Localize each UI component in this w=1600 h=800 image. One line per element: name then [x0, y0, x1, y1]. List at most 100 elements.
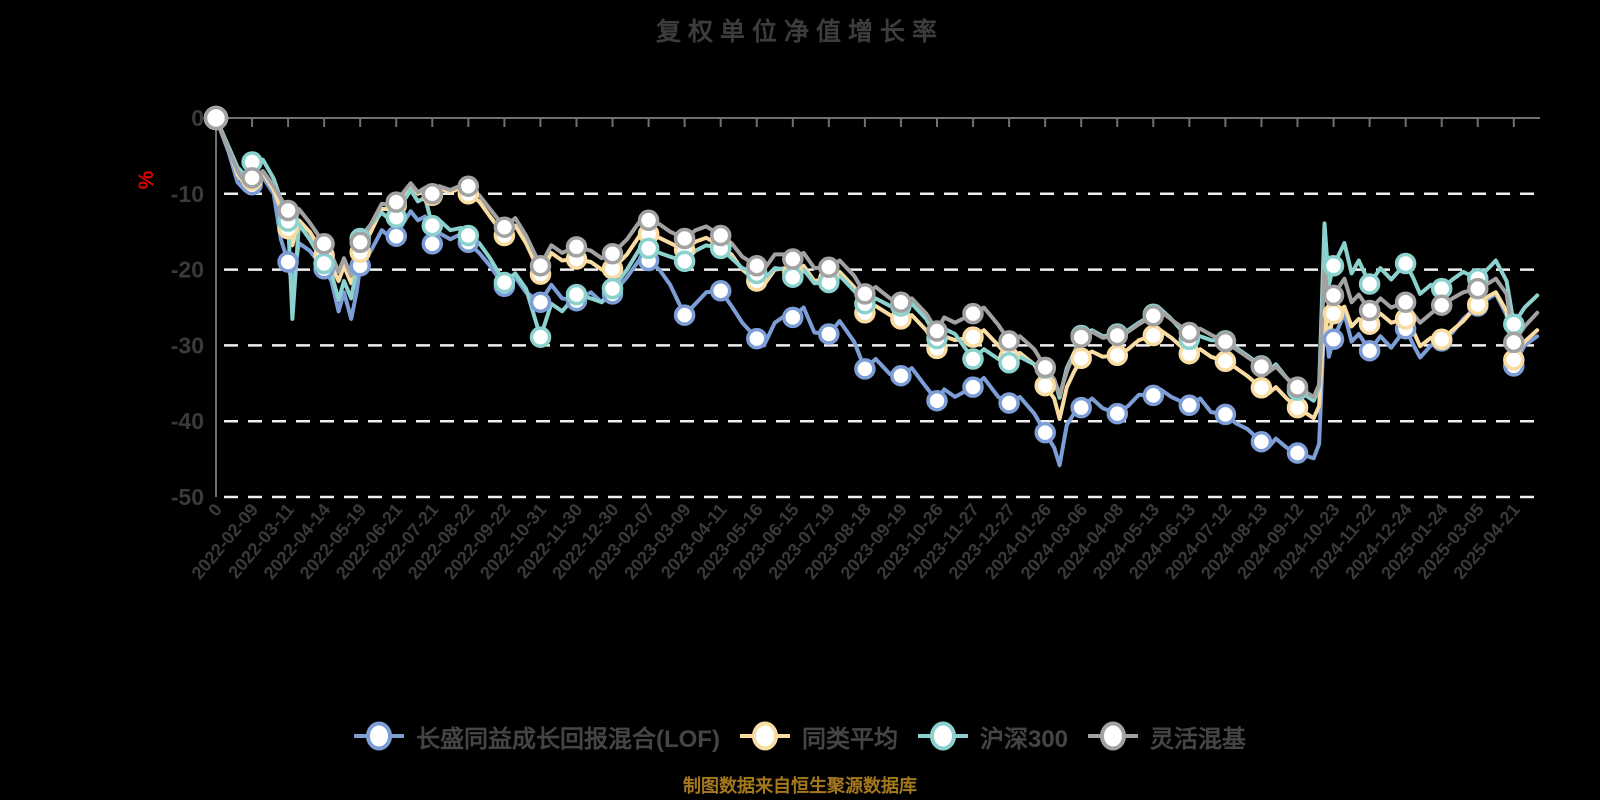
- series-marker-3[interactable]: [277, 199, 299, 222]
- series-marker-0[interactable]: [1250, 430, 1273, 453]
- series-marker-2[interactable]: [998, 352, 1020, 374]
- series-marker-0[interactable]: [1106, 402, 1129, 425]
- series-marker-1[interactable]: [1070, 347, 1092, 370]
- series-marker-3[interactable]: [854, 283, 876, 305]
- series-marker-2[interactable]: [637, 237, 660, 260]
- series-marker-1[interactable]: [962, 326, 984, 348]
- series-marker-0[interactable]: [1034, 421, 1056, 444]
- series-marker-0[interactable]: [277, 251, 299, 273]
- y-tick-label: -10: [171, 181, 204, 207]
- series-marker-0[interactable]: [385, 225, 408, 247]
- series-marker-1[interactable]: [1142, 324, 1165, 347]
- series-marker-0[interactable]: [1214, 403, 1237, 426]
- series-marker-3[interactable]: [890, 291, 912, 313]
- series-marker-3[interactable]: [709, 224, 732, 247]
- series-marker-1[interactable]: [1430, 328, 1453, 351]
- series-marker-3[interactable]: [746, 255, 768, 277]
- y-tick-label: 0: [191, 105, 204, 131]
- series-marker-2[interactable]: [565, 283, 588, 306]
- series-marker-0[interactable]: [998, 392, 1020, 414]
- series-marker-0[interactable]: [782, 306, 804, 329]
- series-marker-0[interactable]: [1358, 339, 1381, 362]
- series-marker-3[interactable]: [457, 175, 480, 197]
- series-marker-0[interactable]: [1286, 442, 1309, 464]
- y-tick-label: -20: [171, 257, 204, 283]
- series-marker-2[interactable]: [1322, 255, 1345, 277]
- series-marker-2[interactable]: [529, 326, 552, 348]
- series-marker-2[interactable]: [962, 348, 984, 370]
- series-marker-3[interactable]: [313, 233, 335, 255]
- series-marker-1[interactable]: [1250, 377, 1273, 399]
- series-marker-3[interactable]: [529, 255, 552, 277]
- legend-item-fund[interactable]: 长盛同益成长回报混合(LOF): [353, 719, 720, 754]
- series-marker-0[interactable]: [854, 358, 876, 380]
- series-marker-3[interactable]: [565, 236, 588, 258]
- series-marker-1[interactable]: [1214, 350, 1237, 373]
- series-marker-0[interactable]: [962, 376, 984, 398]
- series-marker-0[interactable]: [421, 233, 444, 255]
- series-marker-0[interactable]: [1142, 384, 1165, 407]
- series-marker-2[interactable]: [313, 252, 335, 275]
- series-marker-3[interactable]: [349, 231, 371, 254]
- series-marker-0[interactable]: [818, 323, 840, 345]
- series-marker-3[interactable]: [1286, 376, 1309, 398]
- series-marker-2[interactable]: [1394, 252, 1417, 275]
- series-marker-1[interactable]: [1034, 374, 1056, 397]
- series-marker-2[interactable]: [601, 277, 624, 300]
- series-marker-2[interactable]: [1358, 273, 1381, 295]
- series-marker-3[interactable]: [493, 216, 516, 238]
- series-marker-3[interactable]: [241, 167, 263, 189]
- series-marker-2[interactable]: [457, 224, 480, 247]
- series-marker-3[interactable]: [203, 105, 229, 131]
- series-marker-3[interactable]: [1467, 277, 1489, 300]
- series-marker-0[interactable]: [1070, 396, 1092, 419]
- series-marker-3[interactable]: [1070, 326, 1092, 348]
- series-marker-0[interactable]: [890, 364, 912, 387]
- series-marker-0[interactable]: [926, 389, 948, 412]
- series-marker-2[interactable]: [1503, 313, 1525, 335]
- series-marker-3[interactable]: [385, 191, 408, 213]
- series-marker-3[interactable]: [1106, 324, 1129, 347]
- series-marker-3[interactable]: [1142, 305, 1165, 327]
- series-marker-3[interactable]: [818, 256, 840, 279]
- series-marker-0[interactable]: [709, 280, 732, 302]
- x-tick-label: 0: [204, 500, 226, 521]
- series-marker-3[interactable]: [1358, 299, 1381, 322]
- series-marker-0[interactable]: [673, 304, 696, 326]
- series-marker-3[interactable]: [962, 302, 984, 325]
- series-marker-3[interactable]: [1250, 355, 1273, 378]
- series-marker-1[interactable]: [1286, 396, 1309, 419]
- series-marker-3[interactable]: [1394, 291, 1417, 313]
- series-marker-2[interactable]: [421, 214, 444, 237]
- series-marker-1[interactable]: [1503, 349, 1525, 371]
- series-marker-3[interactable]: [637, 209, 660, 232]
- series-marker-0[interactable]: [1178, 394, 1201, 417]
- series-marker-3[interactable]: [1503, 331, 1525, 354]
- series-marker-3[interactable]: [782, 248, 804, 270]
- series-marker-3[interactable]: [1214, 330, 1237, 353]
- y-tick-label: -50: [171, 484, 204, 510]
- series-marker-1[interactable]: [1322, 302, 1345, 325]
- series-marker-3[interactable]: [1322, 284, 1345, 307]
- series-marker-0[interactable]: [529, 291, 552, 313]
- series-marker-3[interactable]: [1034, 356, 1056, 379]
- series-marker-2[interactable]: [782, 266, 804, 288]
- series-marker-3[interactable]: [1178, 321, 1201, 344]
- series-marker-3[interactable]: [673, 227, 696, 250]
- legend-item-csi300[interactable]: 沪深300: [917, 719, 1068, 754]
- y-tick-label: -40: [171, 408, 204, 434]
- legend-item-flexible-mixed[interactable]: 灵活混基: [1088, 719, 1246, 754]
- legend-item-peer-average[interactable]: 同类平均: [739, 719, 898, 754]
- series-marker-3[interactable]: [998, 330, 1020, 352]
- series-marker-3[interactable]: [601, 242, 624, 265]
- series-marker-0[interactable]: [746, 327, 768, 350]
- series-marker-3[interactable]: [421, 183, 444, 205]
- net-value-growth-plot[interactable]: 0-10-20-30-40-50%02022-02-092022-03-1120…: [0, 0, 1600, 660]
- series-marker-0[interactable]: [1322, 328, 1345, 351]
- series-marker-2[interactable]: [673, 250, 696, 273]
- series-marker-3[interactable]: [1430, 294, 1453, 316]
- series-marker-3[interactable]: [926, 320, 948, 342]
- series-marker-1[interactable]: [1106, 344, 1129, 367]
- series-marker-2[interactable]: [493, 271, 516, 294]
- y-tick-label: -30: [171, 332, 204, 358]
